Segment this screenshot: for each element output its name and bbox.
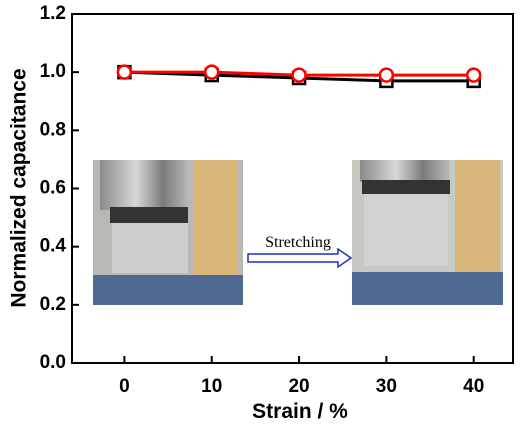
x-axis-label: Strain / % bbox=[252, 400, 348, 423]
y-tick-label: 0.2 bbox=[40, 294, 66, 315]
y-tick-label: 0.6 bbox=[40, 178, 66, 199]
annotation: Stretching bbox=[265, 234, 331, 251]
clamp-edge bbox=[110, 207, 188, 223]
x-tick-label: 0 bbox=[119, 376, 130, 397]
x-tick-label: 20 bbox=[288, 376, 309, 397]
x-tick-label: 10 bbox=[201, 376, 222, 397]
y-tick-label: 0.8 bbox=[40, 119, 66, 140]
marker bbox=[116, 64, 133, 80]
ruler bbox=[455, 160, 500, 272]
film bbox=[364, 194, 448, 266]
y-tick-label: 1.0 bbox=[40, 61, 66, 82]
base bbox=[352, 272, 503, 305]
y-tick-label: 1.2 bbox=[40, 3, 66, 24]
marker bbox=[465, 67, 482, 83]
y-tick-label: 0.0 bbox=[40, 352, 66, 373]
x-tick-label: 30 bbox=[376, 376, 397, 397]
arrow bbox=[247, 247, 353, 269]
inset-photos: Stretching bbox=[93, 160, 503, 305]
marker bbox=[291, 67, 307, 83]
base bbox=[93, 275, 243, 305]
marker bbox=[378, 67, 395, 83]
photo-before bbox=[93, 160, 243, 305]
x-tick-label: 40 bbox=[463, 376, 484, 397]
marker bbox=[203, 64, 220, 80]
clamp bbox=[100, 160, 190, 210]
ruler bbox=[193, 160, 238, 275]
clamp bbox=[360, 160, 450, 182]
y-axis-label: Normalized capacitance bbox=[8, 68, 31, 307]
film bbox=[112, 223, 188, 273]
clamp-edge bbox=[362, 180, 450, 194]
y-tick-label: 0.4 bbox=[40, 236, 67, 257]
photo-after bbox=[352, 160, 503, 305]
